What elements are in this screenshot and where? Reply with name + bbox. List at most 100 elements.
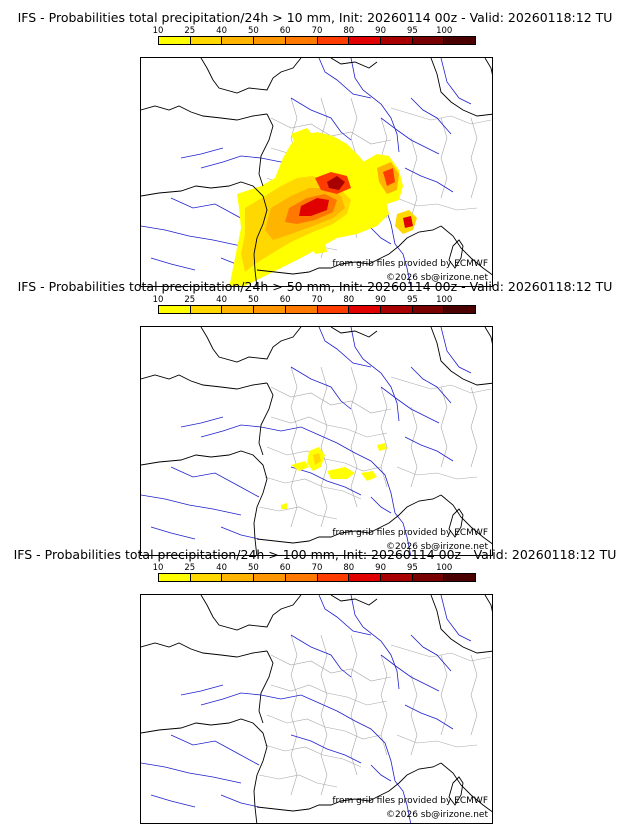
coastline <box>430 595 492 654</box>
scale-tick-label: 25 <box>184 26 196 36</box>
river <box>290 634 352 678</box>
admin-border <box>266 446 382 472</box>
coastline-layer <box>141 327 492 555</box>
scale-swatch <box>317 37 350 44</box>
river <box>220 794 260 808</box>
scale-bar <box>158 36 476 45</box>
coastline <box>200 595 302 631</box>
coastline <box>258 113 274 187</box>
scale-swatch <box>254 306 286 313</box>
scale-tick-label: 90 <box>375 563 387 573</box>
scale-swatch <box>190 37 223 44</box>
admin-border <box>350 634 358 776</box>
scale-swatch <box>285 37 318 44</box>
coastline <box>141 181 268 286</box>
scale-tick-label: 80 <box>343 563 355 573</box>
river <box>290 466 362 496</box>
river <box>180 416 224 428</box>
scale-tick-label: 40 <box>216 295 228 305</box>
admin-border <box>320 634 328 796</box>
coastline <box>141 718 268 823</box>
scale-tick-label: 60 <box>279 563 291 573</box>
river <box>380 386 440 424</box>
base-map-layers <box>141 595 492 823</box>
coastline <box>484 327 492 344</box>
scale-swatch <box>285 306 318 313</box>
coastline <box>200 58 302 94</box>
admin-border <box>390 644 492 662</box>
river <box>370 764 392 782</box>
river <box>394 243 412 286</box>
scale-swatch <box>222 574 255 581</box>
scale-ticks: 10 25 40 50 60 70 80 90 95 100 <box>153 26 476 36</box>
admin-border <box>410 406 418 488</box>
scale-ticks: 10 25 40 50 60 70 80 90 95 100 <box>153 295 476 305</box>
coastline <box>330 58 378 69</box>
scale-tick-label: 25 <box>184 295 196 305</box>
map-canvas <box>141 327 492 555</box>
coastline-layer <box>141 595 492 823</box>
admin-border <box>390 376 492 394</box>
coastline <box>141 450 268 555</box>
credit-source: from grib files provided by ECMWF <box>332 528 488 538</box>
credit-source: from grib files provided by ECMWF <box>332 796 488 806</box>
scale-tick-label: 70 <box>311 563 323 573</box>
scale-tick-label: 95 <box>406 26 418 36</box>
river <box>350 595 400 690</box>
coastline <box>141 374 268 390</box>
coastline <box>484 595 492 612</box>
scale-swatch <box>349 37 381 44</box>
scale-tick-label: 100 <box>436 563 453 573</box>
coastline <box>440 225 492 276</box>
admin-border <box>270 654 392 682</box>
scale-swatch <box>444 306 476 313</box>
admin-border <box>270 684 388 706</box>
admin-border <box>264 744 362 768</box>
admin-border <box>470 117 478 199</box>
panel-title: IFS - Probabilities total precipitation/… <box>17 279 613 294</box>
precip-area <box>327 467 355 479</box>
coastline-layer <box>141 58 492 286</box>
scale-tick-label: 10 <box>152 26 164 36</box>
river <box>290 366 352 410</box>
base-map-layers <box>141 327 492 555</box>
scale-tick-label: 50 <box>247 295 259 305</box>
scale-tick-label: 95 <box>406 563 418 573</box>
scale-swatch <box>159 306 191 313</box>
river <box>141 494 242 516</box>
scale-tick-label: 50 <box>247 26 259 36</box>
admin-border <box>320 366 328 528</box>
river <box>318 58 372 99</box>
river <box>410 634 452 672</box>
precip-area <box>291 461 309 471</box>
river <box>290 734 362 764</box>
precip-area <box>311 242 327 254</box>
river <box>380 654 440 692</box>
scale-swatch <box>412 306 445 313</box>
coastline <box>440 494 492 545</box>
coastline <box>448 508 464 538</box>
admin-border <box>380 654 388 756</box>
precip-area <box>291 128 317 154</box>
scale-swatch <box>254 574 286 581</box>
admin-border <box>396 734 478 748</box>
scale-tick-label: 95 <box>406 295 418 305</box>
admin-border <box>410 137 418 219</box>
color-scale: 10 25 40 50 60 70 80 90 95 100 <box>153 563 476 587</box>
scale-tick-label: 100 <box>436 295 453 305</box>
scale-bar <box>158 305 476 314</box>
coastline <box>256 494 442 544</box>
admin-border <box>258 506 338 520</box>
river <box>336 710 396 782</box>
credit-copyright: ©2026 sb@irizone.net <box>386 273 488 283</box>
scale-tick-label: 25 <box>184 563 196 573</box>
precip-layer <box>281 443 387 509</box>
scale-swatch <box>190 574 223 581</box>
map-50mm: from grib files provided by ECMWF ©2026 … <box>140 326 493 556</box>
scale-tick-label: 50 <box>247 563 259 573</box>
admin-border <box>258 774 338 788</box>
scale-swatch <box>444 37 476 44</box>
coastline <box>200 327 302 363</box>
panel-50mm: IFS - Probabilities total precipitation/… <box>0 279 630 556</box>
river <box>180 147 224 159</box>
